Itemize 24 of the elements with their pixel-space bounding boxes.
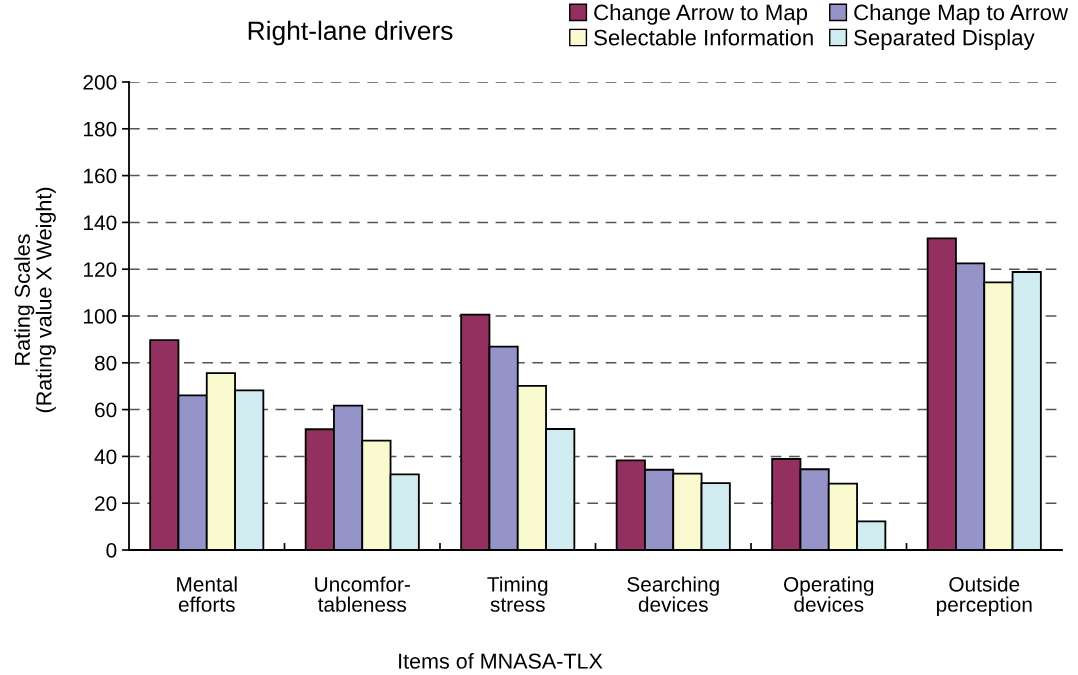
x-tick-label: Searching devices <box>627 576 719 612</box>
chart-title: Right-lane drivers <box>248 20 453 46</box>
legend-label: Change Arrow to Map <box>594 4 808 25</box>
legend-label: Selectable Information <box>594 29 813 46</box>
x-tick-label: Outside perception <box>936 576 1032 616</box>
y-tick-label: 160 <box>84 168 117 184</box>
y-tick-label: 100 <box>84 309 117 324</box>
y-tick-label: 180 <box>84 121 117 137</box>
y-tick-label: 20 <box>95 496 117 511</box>
legend-label: Change Map to Arrow <box>854 4 1069 25</box>
y-tick-label: 120 <box>84 262 117 277</box>
y-tick-label: 60 <box>95 402 117 418</box>
y-tick-label: 40 <box>94 449 117 465</box>
x-tick-label: Timing stress <box>487 576 548 612</box>
x-tick-label: Mental efforts <box>177 576 237 612</box>
x-tick-label: Operating devices <box>783 576 874 612</box>
x-axis-title: Items of MNASA-TLX <box>399 652 603 669</box>
y-axis-title: Rating Scales (Rating value X Weight) <box>14 187 56 413</box>
y-tick-label: 140 <box>84 215 117 231</box>
y-tick-label: 0 <box>106 543 117 558</box>
y-tick-label: 200 <box>83 75 117 90</box>
y-tick-label: 80 <box>94 355 117 371</box>
x-tick-label: Uncomfor- tableness <box>315 576 410 612</box>
legend-label: Separated Display <box>854 29 1035 50</box>
